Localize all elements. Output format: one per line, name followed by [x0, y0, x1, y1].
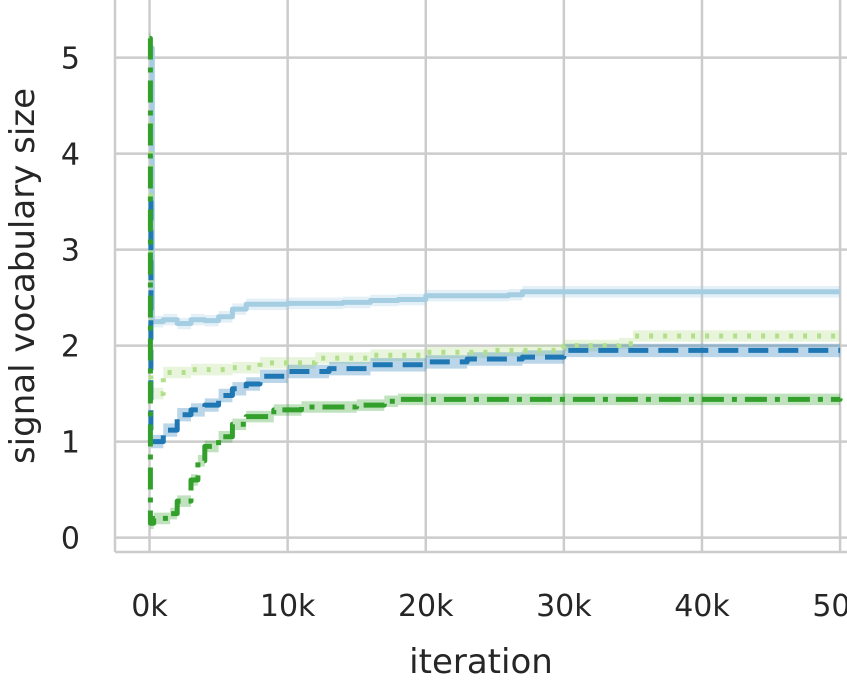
series-2-band — [149, 119, 841, 400]
x-tick-label: 40k — [674, 589, 730, 624]
y-tick-label: 4 — [61, 138, 80, 173]
y-tick-label: 3 — [61, 234, 80, 269]
series-4-band — [149, 32, 841, 529]
y-tick-labels: 0 1 2 3 4 5 — [61, 42, 80, 557]
y-gridlines — [115, 56, 847, 539]
series-4-line — [147, 35, 843, 526]
series-lines — [147, 35, 843, 526]
y-axis-label: signal vocabulary size — [3, 88, 43, 464]
plot-background — [115, 0, 847, 552]
x-tick-label: 30k — [536, 589, 592, 624]
x-tick-label: 20k — [398, 589, 454, 624]
confidence-bands — [149, 32, 841, 529]
x-tick-label: 50k — [812, 589, 847, 624]
series-2-line — [148, 122, 841, 397]
y-tick-label: 1 — [61, 426, 80, 461]
y-tick-label: 2 — [61, 330, 80, 365]
series-1-line — [149, 45, 841, 326]
x-axis-label: iteration — [409, 642, 553, 682]
series-3-line — [148, 199, 841, 445]
x-tick-label: 10k — [260, 589, 316, 624]
plot-area — [113, 0, 847, 554]
x-tick-label: 0k — [131, 589, 168, 624]
x-tick-labels: 0k 10k 20k 30k 40k 50k — [131, 589, 847, 624]
y-tick-label: 5 — [61, 42, 80, 77]
x-gridlines — [148, 0, 842, 552]
y-tick-label: 0 — [61, 522, 80, 557]
